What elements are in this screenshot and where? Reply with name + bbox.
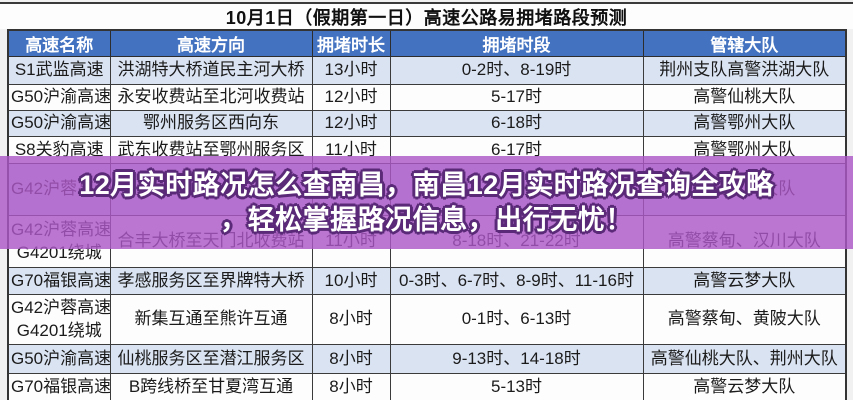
duration-cell: 8小时 [311, 344, 391, 374]
header-highway-direction: 高速方向 [109, 29, 313, 57]
duration-cell: 12小时 [311, 110, 391, 137]
period-cell: 9-13时、14-18时 [389, 344, 644, 374]
direction-cell: 仙桃服务区至潜江服务区 [109, 344, 313, 374]
table-row: G70福银高速 B跨线桥至甘夏湾互通 8小时 5-13时 高警云梦大队 [7, 373, 847, 400]
headline-line-2: ，轻松掌握路况信息，出行无忧！ [220, 204, 633, 235]
table-row: S1武监高速 洪湖特大桥道民主河大桥 13小时 0-2时、8-19时 荆州支队高… [7, 56, 847, 85]
period-cell: 0-2时、8-19时 [389, 56, 644, 85]
header-congestion-period: 拥堵时段 [389, 29, 644, 57]
duration-cell: 8小时 [311, 373, 391, 400]
brigade-cell: 高警鄂州大队 [642, 110, 847, 137]
brigade-cell: 荆州支队高警洪湖大队 [642, 56, 847, 85]
headline-line-1: 12月实时路况怎么查南昌，南昌12月实时路况查询全攻略 [79, 169, 774, 200]
period-cell: 5-17时 [389, 84, 644, 111]
duration-cell: 10小时 [311, 267, 391, 295]
direction-cell: 孝感服务区至界牌特大桥 [109, 267, 313, 295]
highway-name-cell: G70福银高速 [7, 373, 111, 400]
table-row: G50沪渝高速 永安收费站至北河收费站 12小时 5-17时 高警仙桃大队 [7, 84, 847, 111]
direction-cell: 鄂州服务区西向东 [109, 110, 313, 137]
period-cell: 0-1时、6-13时 [389, 294, 644, 345]
table-row: G70福银高速 孝感服务区至界牌特大桥 10小时 0-3时、6-7时、8-9时、… [7, 267, 847, 295]
brigade-cell: 高警云梦大队 [642, 373, 847, 400]
brigade-cell: 高警蔡甸、黄陂大队 [642, 294, 847, 345]
duration-cell: 8小时 [311, 294, 391, 345]
direction-cell: B跨线桥至甘夏湾互通 [109, 373, 313, 400]
header-highway-name: 高速名称 [7, 29, 111, 57]
direction-cell: 永安收费站至北河收费站 [109, 84, 313, 111]
table-row: G42沪蓉高速 G4201绕城 新集互通至熊许互通 8小时 0-1时、6-13时 … [7, 294, 847, 345]
highway-name-cell: G50沪渝高速 [7, 110, 111, 137]
forecast-title: 10月1日（假期第一日）高速公路易拥堵路段预测 [0, 4, 853, 29]
direction-cell: 洪湖特大桥道民主河大桥 [109, 56, 313, 85]
period-cell: 6-18时 [389, 110, 644, 137]
period-cell: 0-3时、6-7时、8-9时、11-16时 [389, 267, 644, 295]
table-row: G50沪渝高速 仙桃服务区至潜江服务区 8小时 9-13时、14-18时 高警仙… [7, 344, 847, 374]
brigade-cell: 高警仙桃大队、荆州大队 [642, 344, 847, 374]
brigade-cell: 高警云梦大队 [642, 267, 847, 295]
duration-cell: 12小时 [311, 84, 391, 111]
table-header-row: 高速名称 高速方向 拥堵时长 拥堵时段 管辖大队 [7, 29, 847, 57]
highway-name-cell: S1武监高速 [7, 56, 111, 85]
brigade-cell: 高警仙桃大队 [642, 84, 847, 111]
duration-cell: 13小时 [311, 56, 391, 85]
highway-name-cell: G50沪渝高速 [7, 84, 111, 111]
header-jurisdiction-brigade: 管辖大队 [642, 29, 847, 57]
highway-name-cell: G70福银高速 [7, 267, 111, 295]
period-cell: 5-13时 [389, 373, 644, 400]
headline-overlay-banner: 12月实时路况怎么查南昌，南昌12月实时路况查询全攻略 ，轻松掌握路况信息，出行… [0, 156, 853, 249]
table-row: G50沪渝高速 鄂州服务区西向东 12小时 6-18时 高警鄂州大队 [7, 110, 847, 137]
top-border-line [0, 2, 853, 4]
header-congestion-duration: 拥堵时长 [311, 29, 391, 57]
highway-name-cell: G50沪渝高速 [7, 344, 111, 374]
direction-cell: 新集互通至熊许互通 [109, 294, 313, 345]
